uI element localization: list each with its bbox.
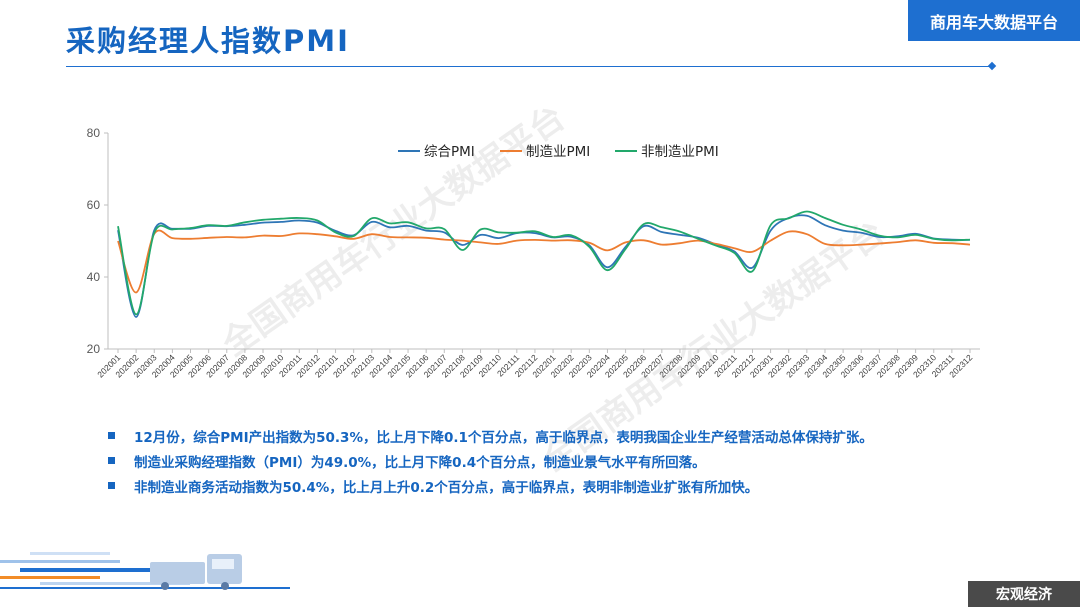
bullet-marker-icon [108, 432, 115, 439]
y-tick-label: 60 [87, 198, 101, 212]
truck-icon [150, 554, 242, 590]
title-divider [66, 66, 994, 67]
y-tick-label: 80 [87, 126, 101, 140]
summary-bullet: 制造业采购经理指数（PMI）为49.0%，比上月下降0.4个百分点，制造业景气水… [108, 448, 1008, 473]
section-tag: 宏观经济 [968, 581, 1080, 607]
bullet-marker-icon [108, 482, 115, 489]
legend-label: 综合PMI [424, 144, 475, 160]
legend-label: 制造业PMI [526, 144, 590, 160]
y-tick-label: 20 [87, 342, 101, 356]
brand-badge: 商用车大数据平台 [908, 0, 1080, 41]
y-tick-label: 40 [87, 270, 101, 284]
summary-text: 12月份，综合PMI产出指数为50.3%，比上月下降0.1个百分点，高于临界点，… [134, 429, 873, 446]
series-layer [117, 210, 971, 318]
series-line-composite [117, 214, 971, 318]
bullet-marker-icon [108, 457, 115, 464]
summary-bullet: 12月份，综合PMI产出指数为50.3%，比上月下降0.1个百分点，高于临界点，… [108, 423, 1008, 448]
page-title: 采购经理人指数PMI [66, 24, 350, 58]
summary-bullets: 12月份，综合PMI产出指数为50.3%，比上月下降0.1个百分点，高于临界点，… [108, 423, 1008, 498]
truck-decoration [0, 552, 290, 590]
summary-text: 非制造业商务活动指数为50.4%，比上月上升0.2个百分点，高于临界点，表明非制… [134, 479, 759, 496]
chart-legend: 综合PMI 制造业PMI 非制造业PMI [398, 144, 719, 160]
series-line-non-manufacturing [117, 210, 971, 316]
summary-bullet: 非制造业商务活动指数为50.4%，比上月上升0.2个百分点，高于临界点，表明非制… [108, 473, 1008, 498]
speed-lines-icon [0, 552, 290, 589]
legend-label: 非制造业PMI [641, 144, 719, 160]
watermark-text: 全国商用车行业大数据平台 [214, 98, 572, 365]
summary-text: 制造业采购经理指数（PMI）为49.0%，比上月下降0.4个百分点，制造业景气水… [134, 454, 706, 471]
series-line-manufacturing [117, 229, 971, 294]
